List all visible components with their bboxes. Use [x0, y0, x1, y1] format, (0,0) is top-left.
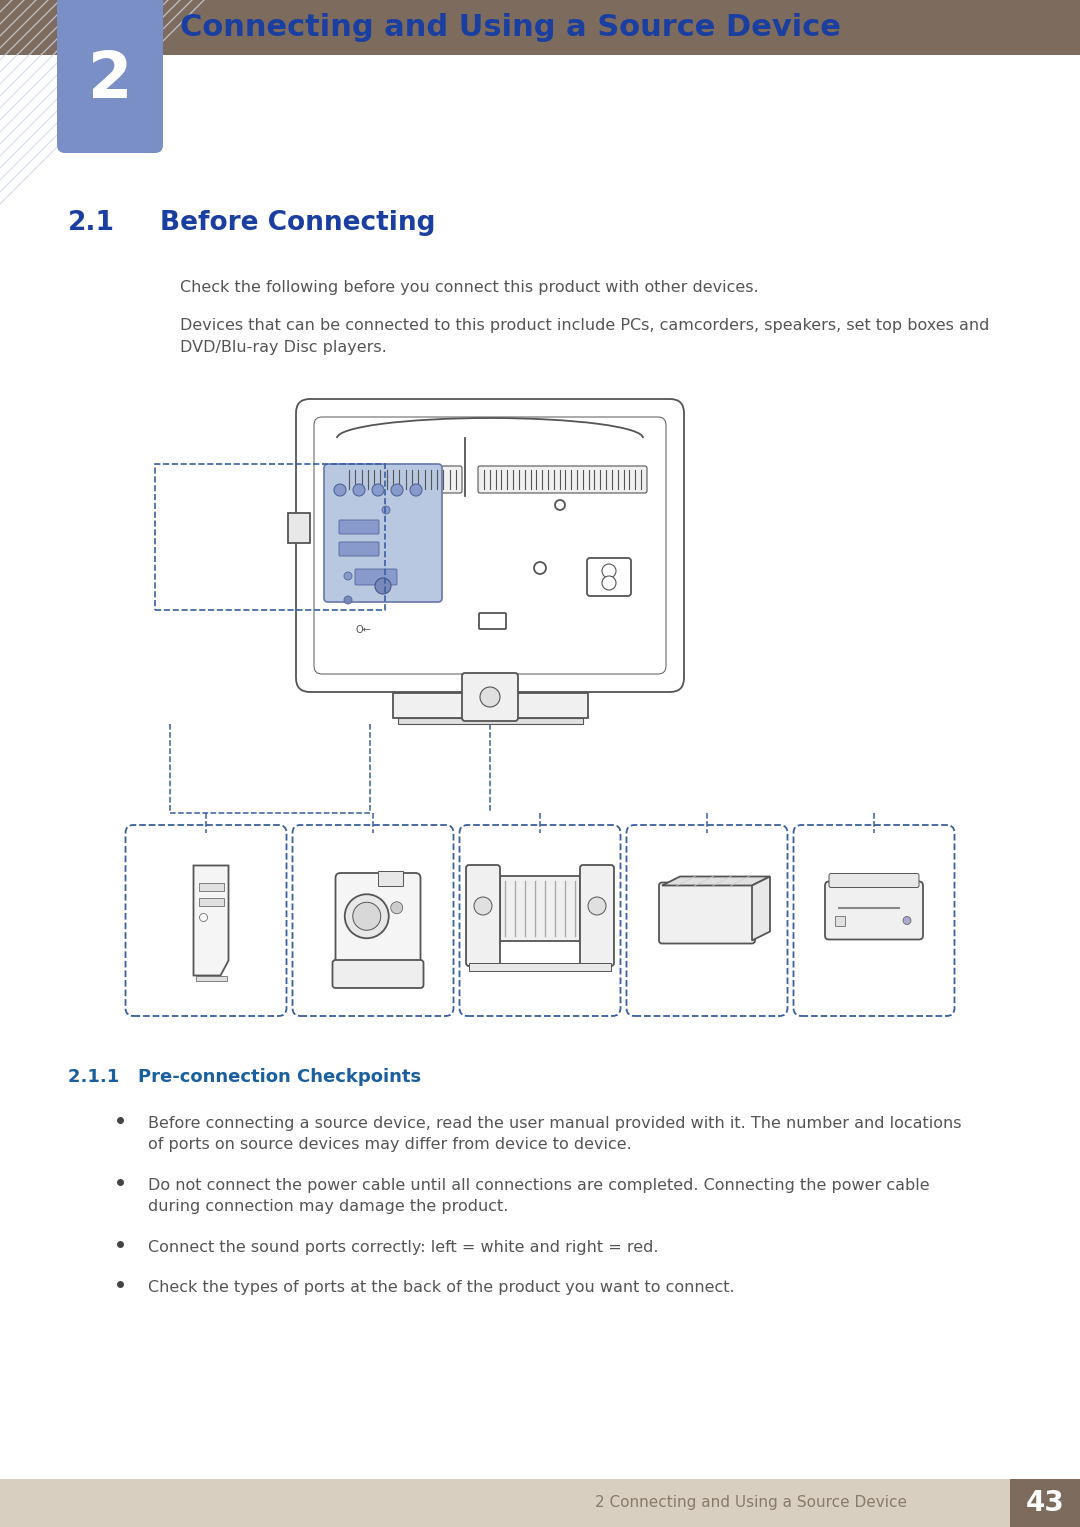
Text: 2.1: 2.1: [68, 211, 114, 237]
Bar: [156, 464, 384, 609]
Bar: [0, 0, 1080, 55]
FancyBboxPatch shape: [794, 825, 955, 1015]
Circle shape: [903, 916, 912, 924]
Bar: [195, 976, 227, 980]
FancyBboxPatch shape: [659, 883, 755, 944]
Bar: [199, 883, 224, 890]
Circle shape: [534, 562, 546, 574]
Circle shape: [415, 499, 426, 510]
Bar: [199, 898, 224, 906]
Text: Check the following before you connect this product with other devices.: Check the following before you connect t…: [180, 279, 758, 295]
FancyBboxPatch shape: [478, 466, 647, 493]
FancyBboxPatch shape: [57, 0, 163, 153]
FancyBboxPatch shape: [459, 825, 621, 1015]
Text: O←: O←: [355, 625, 370, 635]
Text: 2.1.1   Pre-connection Checkpoints: 2.1.1 Pre-connection Checkpoints: [68, 1067, 421, 1086]
FancyBboxPatch shape: [343, 466, 462, 493]
FancyBboxPatch shape: [462, 673, 518, 721]
Bar: [500, 875, 580, 941]
FancyBboxPatch shape: [355, 570, 397, 585]
FancyBboxPatch shape: [829, 873, 919, 887]
Polygon shape: [662, 876, 770, 886]
Text: Devices that can be connected to this product include PCs, camcorders, speakers,: Devices that can be connected to this pr…: [180, 318, 989, 354]
Circle shape: [609, 577, 621, 589]
FancyBboxPatch shape: [626, 825, 787, 1015]
Bar: [0, 1480, 1080, 1527]
Text: 43: 43: [1026, 1489, 1065, 1516]
Circle shape: [555, 499, 565, 510]
Circle shape: [410, 484, 422, 496]
Text: Check the types of ports at the back of the product you want to connect.: Check the types of ports at the back of …: [148, 1280, 734, 1295]
Bar: [469, 964, 611, 971]
Circle shape: [345, 573, 352, 580]
Circle shape: [353, 902, 381, 930]
FancyBboxPatch shape: [588, 557, 631, 596]
Circle shape: [345, 895, 389, 938]
Circle shape: [353, 484, 365, 496]
Polygon shape: [752, 876, 770, 941]
Circle shape: [602, 563, 616, 579]
Circle shape: [382, 505, 390, 515]
Text: Before Connecting: Before Connecting: [160, 211, 435, 237]
Text: 2 Connecting and Using a Source Device: 2 Connecting and Using a Source Device: [595, 1495, 907, 1510]
FancyBboxPatch shape: [296, 399, 684, 692]
Bar: [1010, 1480, 1080, 1527]
Circle shape: [200, 913, 207, 921]
Polygon shape: [193, 866, 229, 976]
Circle shape: [372, 484, 384, 496]
Circle shape: [391, 902, 403, 913]
Bar: [397, 718, 582, 724]
Circle shape: [588, 896, 606, 915]
FancyBboxPatch shape: [336, 873, 420, 968]
FancyBboxPatch shape: [293, 825, 454, 1015]
Circle shape: [391, 484, 403, 496]
FancyBboxPatch shape: [825, 881, 923, 939]
Text: Connect the sound ports correctly: left = white and right = red.: Connect the sound ports correctly: left …: [148, 1240, 659, 1255]
Circle shape: [474, 896, 492, 915]
Text: Before connecting a source device, read the user manual provided with it. The nu: Before connecting a source device, read …: [148, 1116, 961, 1151]
FancyBboxPatch shape: [125, 825, 286, 1015]
Circle shape: [375, 579, 391, 594]
Text: 2: 2: [87, 49, 132, 111]
Bar: [835, 916, 845, 925]
FancyBboxPatch shape: [465, 864, 500, 967]
Text: Do not connect the power cable until all connections are completed. Connecting t: Do not connect the power cable until all…: [148, 1177, 930, 1214]
Bar: [288, 513, 310, 544]
FancyBboxPatch shape: [580, 864, 615, 967]
FancyBboxPatch shape: [339, 521, 379, 534]
FancyBboxPatch shape: [333, 960, 423, 988]
Bar: [378, 870, 403, 886]
FancyBboxPatch shape: [324, 464, 442, 602]
Circle shape: [345, 596, 352, 605]
Text: Connecting and Using a Source Device: Connecting and Using a Source Device: [180, 14, 841, 43]
Circle shape: [602, 576, 616, 589]
FancyBboxPatch shape: [339, 542, 379, 556]
Bar: [392, 693, 588, 718]
Circle shape: [480, 687, 500, 707]
Circle shape: [334, 484, 346, 496]
FancyBboxPatch shape: [480, 612, 507, 629]
